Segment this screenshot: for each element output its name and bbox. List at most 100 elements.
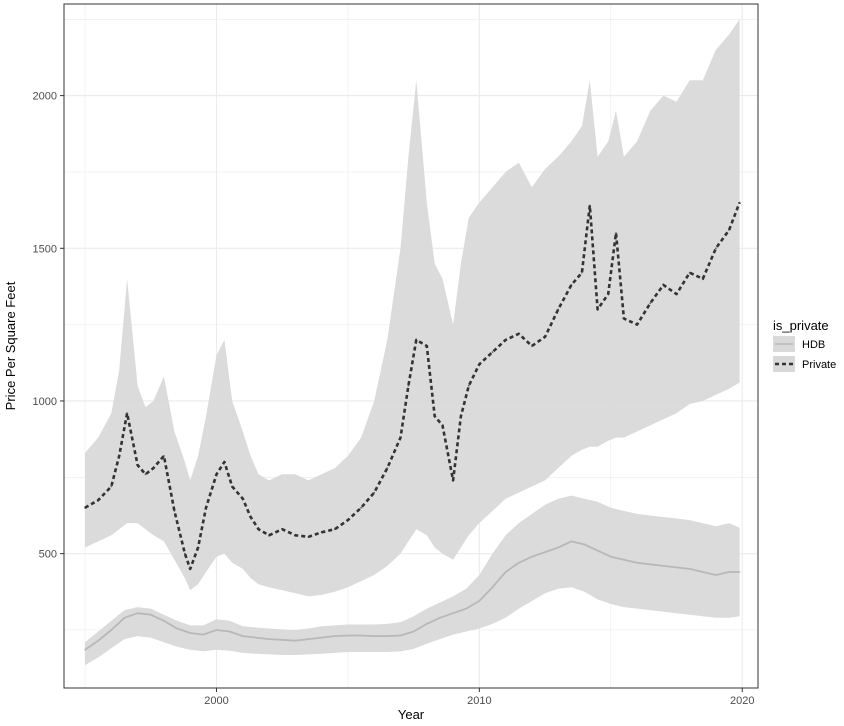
y-axis-title: Price Per Square Feet: [3, 281, 18, 410]
data-point-hdb: [491, 586, 494, 589]
data-point-private: [294, 534, 297, 537]
data-point-private: [688, 271, 691, 274]
data-point-hdb: [452, 612, 454, 615]
data-point-hdb: [333, 635, 336, 637]
data-point-hdb: [347, 634, 349, 637]
data-point-hdb: [373, 635, 376, 637]
data-point-hdb: [439, 616, 441, 619]
data-point-private: [399, 436, 402, 439]
data-point-private: [205, 506, 207, 509]
data-point-private: [268, 534, 270, 537]
x-axis: 2000 2010 2020: [204, 688, 754, 707]
data-point-hdb: [701, 571, 704, 573]
data-point-private: [531, 345, 533, 347]
data-point-private: [415, 339, 418, 341]
data-point-hdb: [281, 638, 284, 641]
data-point-private: [189, 568, 192, 570]
data-point-private: [386, 467, 389, 469]
data-point-private: [84, 506, 86, 509]
data-point-private: [467, 384, 470, 387]
data-point-private: [662, 284, 665, 286]
data-point-private: [544, 335, 546, 338]
data-point-hdb: [228, 630, 231, 633]
data-point-hdb: [675, 566, 678, 569]
data-point-hdb: [163, 619, 165, 622]
data-point-private: [320, 531, 323, 534]
data-point-private: [360, 506, 362, 509]
data-point-hdb: [215, 629, 218, 631]
data-point-private: [728, 229, 730, 231]
data-point-hdb: [176, 627, 178, 630]
y-axis: 500 1000 1500 2000: [33, 91, 64, 561]
series-lines: [84, 201, 741, 651]
data-point-hdb: [425, 623, 428, 625]
y-tick-label: 2000: [33, 91, 57, 103]
data-point-private: [152, 467, 155, 469]
data-point-private: [373, 491, 376, 494]
data-point-private: [460, 415, 462, 418]
data-point-private: [223, 461, 226, 463]
data-point-private: [407, 384, 410, 387]
data-point-private: [126, 412, 128, 415]
y-tick-label: 1000: [33, 396, 57, 408]
data-point-private: [701, 277, 704, 280]
data-point-hdb: [728, 571, 730, 573]
data-point-hdb: [399, 634, 402, 637]
data-point-private: [257, 528, 260, 531]
data-point-hdb: [738, 571, 741, 573]
data-point-private: [478, 363, 481, 366]
data-point-private: [491, 351, 494, 353]
y-tick-label: 1500: [33, 243, 57, 255]
data-point-private: [163, 455, 165, 457]
data-point-private: [110, 485, 113, 488]
data-point-private: [596, 308, 599, 311]
data-point-private: [97, 499, 100, 502]
data-point-private: [675, 293, 678, 295]
y-tick-label: 500: [39, 549, 57, 561]
legend-title: is_private: [773, 318, 829, 333]
panel-border: [63, 3, 759, 689]
data-point-private: [570, 284, 573, 286]
data-point-hdb: [360, 634, 362, 637]
legend-label-private: Private: [802, 359, 836, 371]
data-point-private: [581, 271, 583, 274]
data-point-private: [307, 535, 310, 538]
data-point-hdb: [268, 638, 270, 640]
data-point-private: [557, 308, 560, 311]
data-point-hdb: [123, 616, 126, 619]
data-point-hdb: [688, 568, 691, 570]
data-point-hdb: [465, 607, 468, 610]
data-point-hdb: [307, 638, 310, 640]
data-point-hdb: [557, 546, 560, 549]
data-point-private: [136, 464, 139, 466]
x-tick-label: 2010: [467, 695, 491, 707]
data-point-hdb: [623, 558, 625, 561]
series-line-private: [84, 202, 741, 571]
ribbon-private: [85, 19, 740, 597]
data-point-private: [452, 479, 454, 482]
data-point-hdb: [636, 561, 638, 564]
confidence-ribbons: [85, 19, 740, 666]
data-point-private: [347, 519, 349, 521]
data-point-hdb: [294, 639, 297, 642]
data-point-private: [607, 293, 610, 295]
x-tick-label: 2020: [730, 695, 754, 707]
data-point-hdb: [517, 561, 520, 564]
data-point-hdb: [570, 540, 573, 543]
data-point-private: [173, 510, 176, 512]
data-point-hdb: [478, 600, 481, 602]
data-point-hdb: [320, 636, 323, 639]
data-point-private: [441, 424, 444, 427]
data-point-private: [281, 528, 284, 531]
data-point-hdb: [412, 630, 415, 633]
legend: is_private HDB Private: [773, 318, 836, 372]
data-point-private: [249, 516, 252, 518]
data-point-private: [333, 528, 336, 531]
data-point-private: [231, 485, 234, 488]
x-axis-title: Year: [398, 707, 425, 722]
data-point-private: [615, 232, 617, 234]
data-point-hdb: [149, 613, 152, 616]
ribbon-hdb: [85, 495, 740, 666]
data-point-hdb: [202, 633, 205, 636]
